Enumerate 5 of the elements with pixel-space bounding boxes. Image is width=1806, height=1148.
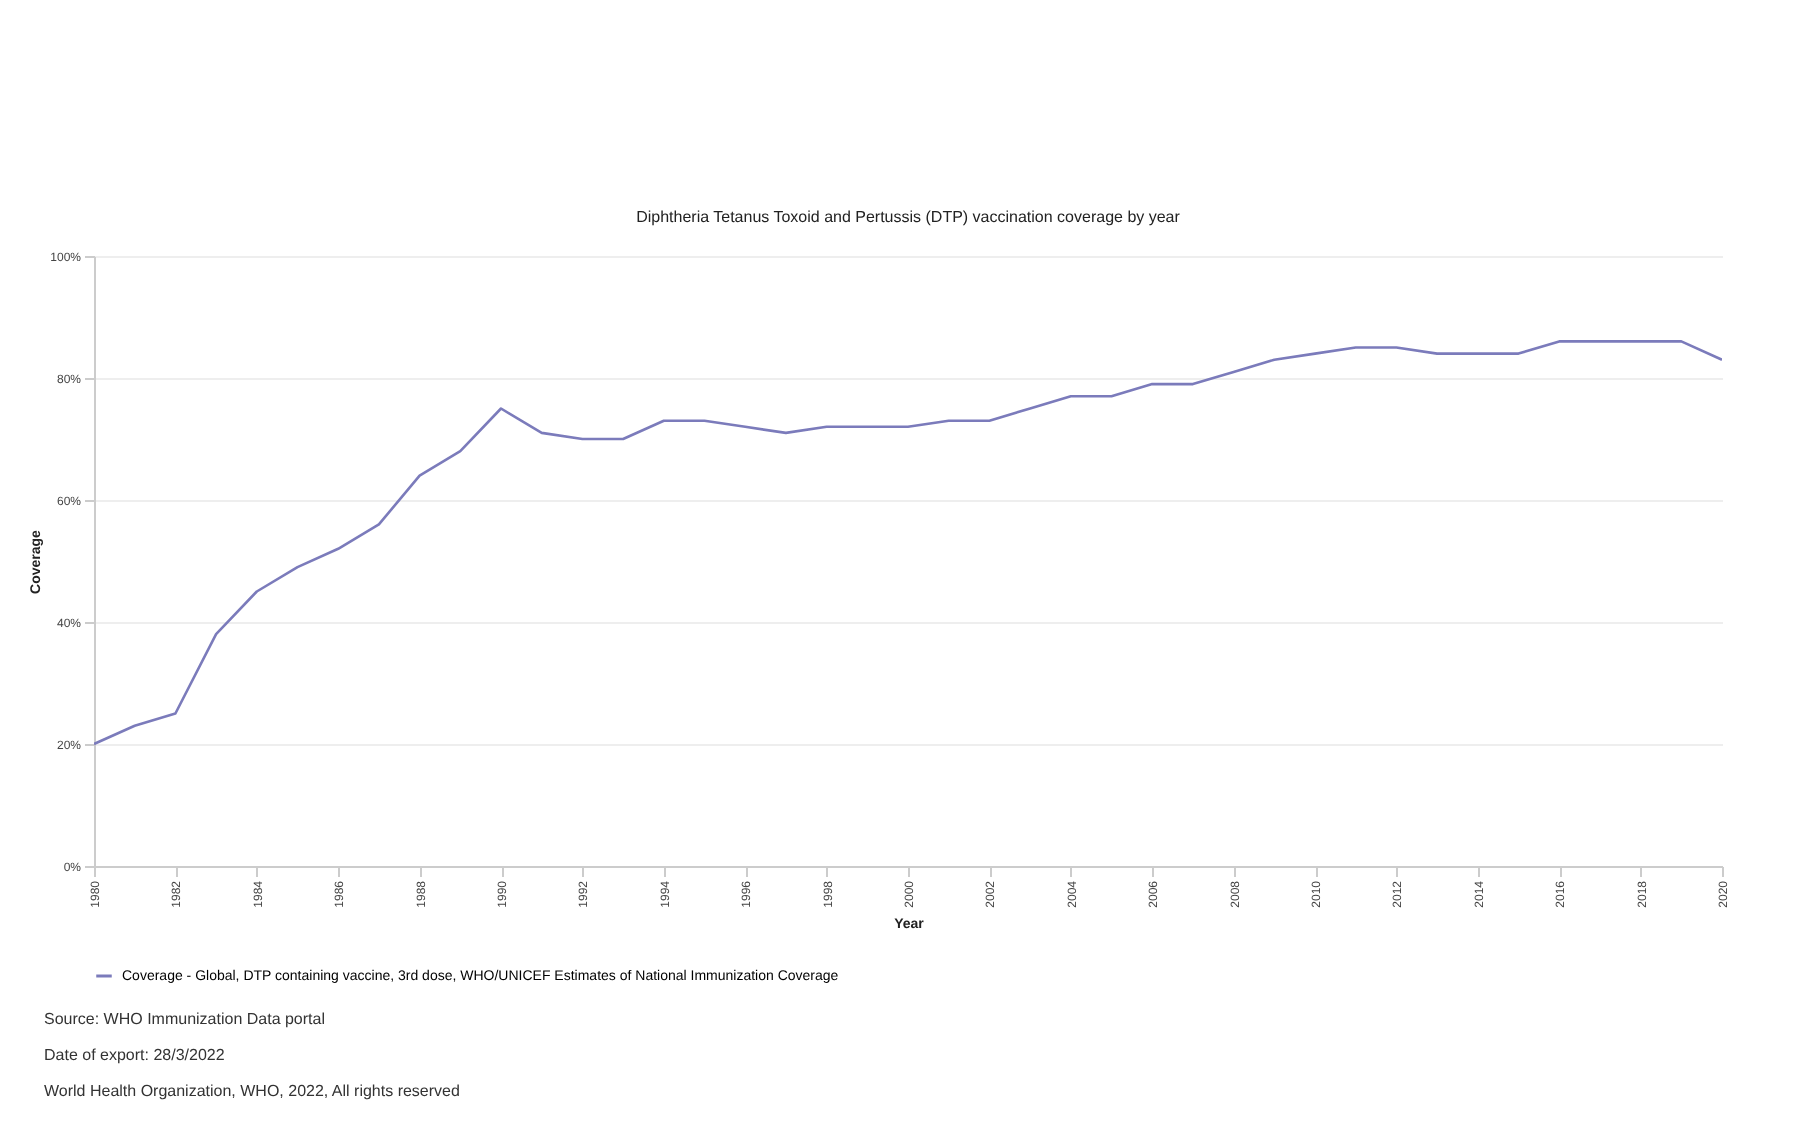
text: Date of export: 28/3/2022 — [44, 1046, 227, 1064]
source-note: Source: WHO Immunization Data portal — [44, 1010, 327, 1028]
chart-title: Diphtheria Tetanus Toxoid and Pertussis (DTP) vaccination coverage by year — [636, 208, 1181, 226]
line-series — [94, 340, 1722, 746]
text: World Health Organization, WHO, 2022, All rights reserved — [44, 1082, 460, 1100]
